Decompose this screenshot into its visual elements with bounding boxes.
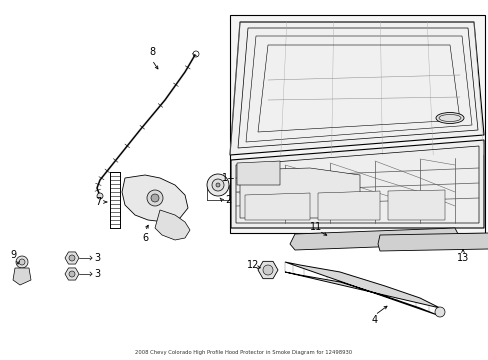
- Text: 8: 8: [149, 47, 155, 57]
- Polygon shape: [230, 140, 483, 228]
- Circle shape: [147, 190, 163, 206]
- Polygon shape: [377, 232, 488, 251]
- Text: 9: 9: [10, 250, 16, 260]
- Circle shape: [16, 256, 28, 268]
- Text: 1: 1: [222, 173, 227, 183]
- Circle shape: [151, 194, 159, 202]
- Circle shape: [263, 265, 272, 275]
- Polygon shape: [317, 191, 379, 220]
- Polygon shape: [285, 262, 439, 316]
- Circle shape: [206, 174, 228, 196]
- Circle shape: [19, 259, 25, 265]
- Circle shape: [69, 271, 75, 277]
- Circle shape: [212, 179, 224, 191]
- Circle shape: [434, 307, 444, 317]
- Bar: [229, 15, 484, 233]
- Text: 13: 13: [456, 253, 468, 263]
- Circle shape: [97, 193, 103, 199]
- Polygon shape: [237, 161, 280, 185]
- Circle shape: [69, 255, 75, 261]
- Text: 3: 3: [94, 253, 100, 263]
- Text: 3: 3: [94, 269, 100, 279]
- Polygon shape: [289, 228, 459, 250]
- Polygon shape: [155, 210, 190, 240]
- Text: 4: 4: [371, 315, 377, 325]
- Text: 11: 11: [309, 222, 322, 232]
- Text: 12: 12: [246, 260, 259, 270]
- Polygon shape: [387, 190, 444, 220]
- Polygon shape: [240, 168, 359, 218]
- Polygon shape: [122, 175, 187, 222]
- Text: 2008 Chevy Colorado High Profile Hood Protector in Smoke Diagram for 12498930: 2008 Chevy Colorado High Profile Hood Pr…: [135, 350, 352, 355]
- Text: 6: 6: [142, 233, 148, 243]
- Polygon shape: [13, 268, 31, 285]
- Polygon shape: [244, 193, 309, 220]
- Text: 7: 7: [95, 197, 101, 207]
- Circle shape: [216, 183, 220, 187]
- Text: 2: 2: [224, 195, 231, 205]
- Polygon shape: [229, 22, 483, 155]
- Ellipse shape: [435, 112, 463, 123]
